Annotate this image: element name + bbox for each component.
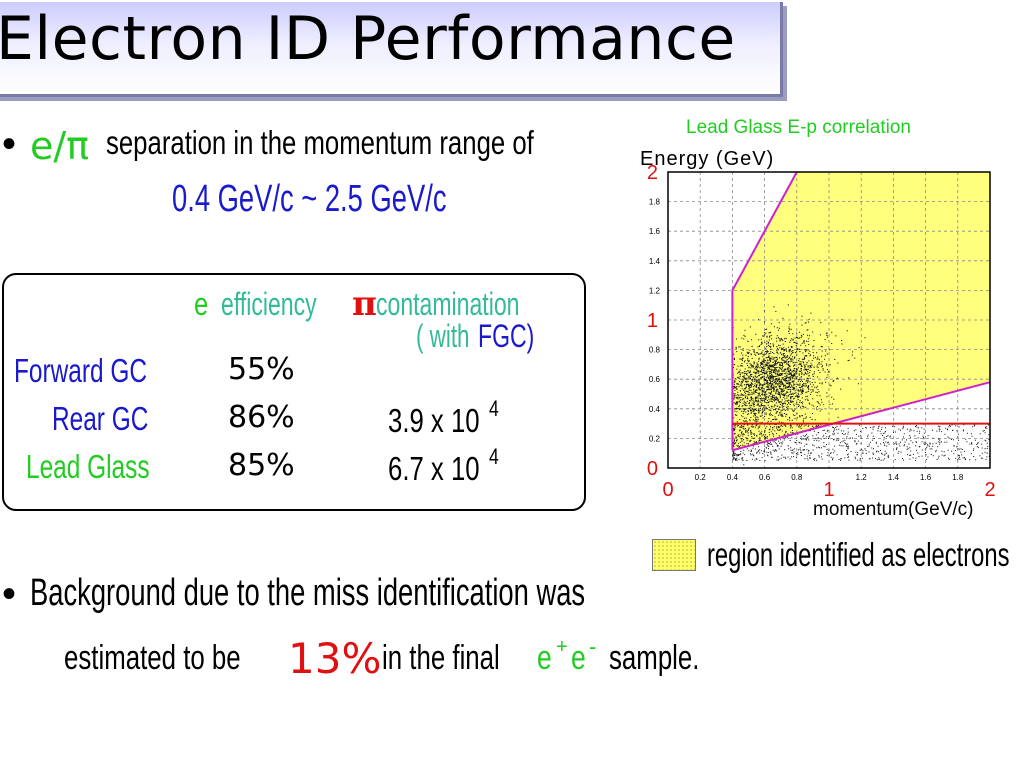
background-percentage: 13%	[288, 634, 382, 683]
row-forward-efficiency: 55%	[228, 352, 295, 387]
row-lead-glass: Lead Glass	[26, 448, 150, 485]
fgc-label: FGC)	[478, 318, 535, 354]
x-tick-label: 1.8	[952, 473, 964, 482]
y-tick-label: 1.4	[649, 257, 661, 266]
x-tick-label: 1.6	[920, 473, 932, 482]
performance-table	[2, 273, 586, 511]
row-forward-gc: Forward GC	[14, 352, 147, 389]
contamination-pi: π	[352, 284, 377, 324]
legend-label: region identified as electrons	[707, 536, 1010, 573]
row-rear-exponent: 4	[489, 396, 499, 421]
row-lead-efficiency: 85%	[228, 448, 295, 483]
x-tick-label: 1.2	[856, 473, 868, 482]
y-tick-label: 1.8	[649, 198, 661, 207]
upper-cut-line	[731, 171, 798, 291]
momentum-range: 0.4 GeV/c ~ 2.5 GeV/c	[172, 178, 447, 220]
lower-cut-line	[732, 381, 991, 452]
legend-swatch	[652, 539, 696, 571]
x-tick-label: 1.4	[888, 473, 900, 482]
efficiency-header: efficiency	[221, 286, 317, 322]
row-rear-gc: Rear GC	[52, 400, 149, 437]
y-axis-label: Energy (GeV)	[640, 148, 774, 170]
with-label: ( with	[416, 318, 470, 354]
row-lead-contamination: 6.7 x 10	[388, 450, 480, 487]
y-tick-label: 1.2	[649, 286, 661, 295]
sample-text: sample.	[609, 639, 700, 677]
row-lead-exponent: 4	[489, 444, 499, 469]
eplus-symbol: e	[537, 639, 552, 677]
contamination-header: contamination	[376, 286, 520, 322]
estimated-text: estimated to be	[64, 639, 241, 677]
y-tick-label: 2	[647, 162, 658, 184]
minus-sup: -	[589, 634, 597, 659]
y-tick-label: 0	[647, 458, 658, 480]
efficiency-e: e	[194, 286, 209, 322]
separation-text: separation in the momentum range of	[106, 124, 534, 161]
x-axis-label: momentum(GeV/c)	[813, 499, 973, 520]
x-tick-label: 2	[984, 479, 995, 501]
page-title: Electron ID Performance	[0, 4, 736, 74]
y-tick-label: 1	[647, 310, 658, 332]
x-tick-label: 0	[662, 479, 673, 501]
y-tick-label: 0.2	[649, 434, 661, 443]
x-tick-label: 0.2	[695, 473, 707, 482]
chart-title: Lead Glass E-p correlation	[686, 117, 911, 138]
y-tick-label: 0.8	[649, 346, 661, 355]
bullet-marker: •	[2, 122, 17, 166]
ep-correlation-chart: Lead Glass E-p correlation Energy (GeV) …	[640, 117, 996, 520]
x-tick-label: 0.8	[791, 473, 803, 482]
final-text: in the final	[382, 639, 500, 677]
x-tick-label: 0.4	[727, 473, 739, 482]
x-tick-label: 1	[823, 479, 834, 501]
bullet-marker-2: •	[2, 572, 17, 616]
title-banner	[0, 2, 783, 97]
y-tick-label: 0.4	[649, 405, 661, 414]
y-tick-label: 0.6	[649, 375, 661, 384]
y-tick-label: 1.6	[649, 227, 661, 236]
row-rear-contamination: 3.9 x 10	[388, 402, 480, 439]
plot-area: 0 0.2 0.4 0.6 0.8 1 1.2 1.4 1.6 1.8 2 0 0.2 0.4 0.6 0.8…	[647, 162, 996, 501]
background-text: Background due to the miss identificatio…	[30, 572, 586, 614]
plus-sup: +	[556, 636, 568, 658]
x-tick-label: 0.6	[759, 473, 771, 482]
scatter-points	[732, 304, 990, 466]
e-pi-symbol: e/π	[30, 124, 90, 168]
eminus-symbol: e	[571, 639, 586, 677]
row-rear-efficiency: 86%	[228, 400, 295, 435]
plot-frame	[667, 171, 991, 469]
